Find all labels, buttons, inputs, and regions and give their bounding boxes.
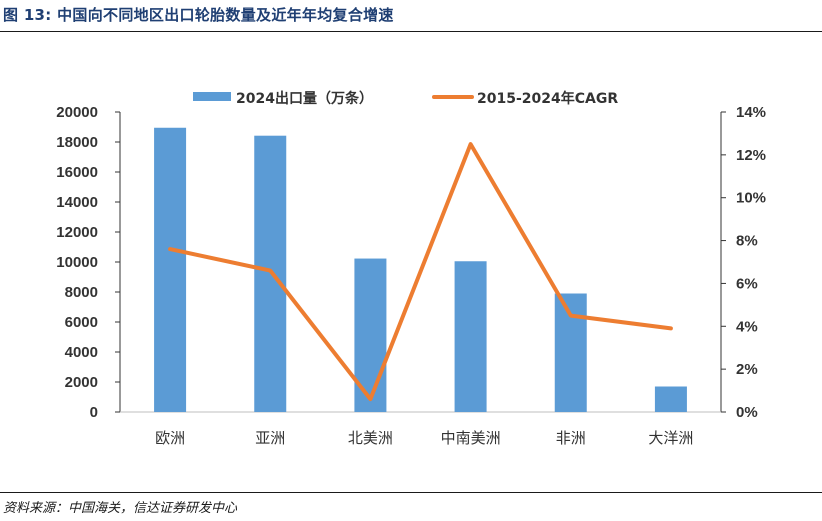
legend-swatch-bar [193, 92, 231, 101]
cagr-series-line [168, 142, 673, 402]
right-axis-tick-label: 14% [736, 104, 766, 121]
left-axis-tick-label: 20000 [56, 104, 98, 121]
combo-chart: 0 2000 4000 6000 8000 10000 12000 14000 16000 180… [56, 90, 766, 447]
category-label: 欧洲 [155, 429, 185, 447]
category-label: 中南美洲 [441, 429, 501, 447]
source-note: 资料来源：中国海关，信达证券研发中心 [3, 501, 238, 516]
left-axis-tick-label: 2000 [65, 374, 98, 391]
category-label: 非洲 [556, 429, 586, 447]
category-label: 大洋洲 [648, 429, 693, 447]
left-axis-tick-label: 14000 [56, 194, 98, 211]
bar-4 [454, 261, 487, 412]
bar-3 [354, 258, 387, 412]
bar-2 [254, 135, 287, 412]
bars [154, 127, 687, 412]
legend-label-line: 2015-2024年CAGR [477, 90, 618, 107]
category-label: 北美洲 [348, 429, 393, 447]
right-axis-tick-label: 6% [736, 275, 758, 292]
right-axis: 0% 2% 4% 6% 8% 10% 12% 14% [720, 104, 766, 421]
right-axis-tick-label: 0% [736, 404, 758, 421]
left-axis-tick-label: 10000 [56, 254, 98, 271]
right-axis-tick-label: 10% [736, 190, 766, 207]
bar-6 [654, 386, 687, 412]
bar-1 [154, 127, 187, 412]
right-axis-tick-label: 4% [736, 318, 758, 335]
category-label: 亚洲 [255, 429, 285, 447]
left-axis-tick-label: 8000 [65, 284, 98, 301]
left-axis-tick-label: 6000 [65, 314, 98, 331]
left-axis-tick-label: 16000 [56, 164, 98, 181]
left-axis-tick-label: 12000 [56, 224, 98, 241]
legend: 2024出口量（万条） 2015-2024年CAGR [193, 90, 618, 107]
left-axis-tick-label: 0 [90, 404, 98, 421]
cagr-line [168, 142, 673, 402]
left-axis-tick-label: 18000 [56, 134, 98, 151]
right-axis-tick-label: 12% [736, 147, 766, 164]
top-rule [0, 31, 822, 32]
right-axis-tick-label: 2% [736, 361, 758, 378]
bar-5 [554, 293, 587, 412]
left-axis: 0 2000 4000 6000 8000 10000 12000 14000 16000 180… [56, 104, 121, 421]
right-axis-tick-label: 8% [736, 233, 758, 250]
category-labels: 欧洲 亚洲 北美洲 中南美洲 非洲 大洋洲 [155, 429, 693, 447]
legend-label-bar: 2024出口量（万条） [236, 90, 373, 107]
figure-title: 图 13: 中国向不同地区出口轮胎数量及近年年均复合增速 [3, 6, 394, 24]
bottom-rule [0, 492, 822, 493]
left-axis-tick-label: 4000 [65, 344, 98, 361]
